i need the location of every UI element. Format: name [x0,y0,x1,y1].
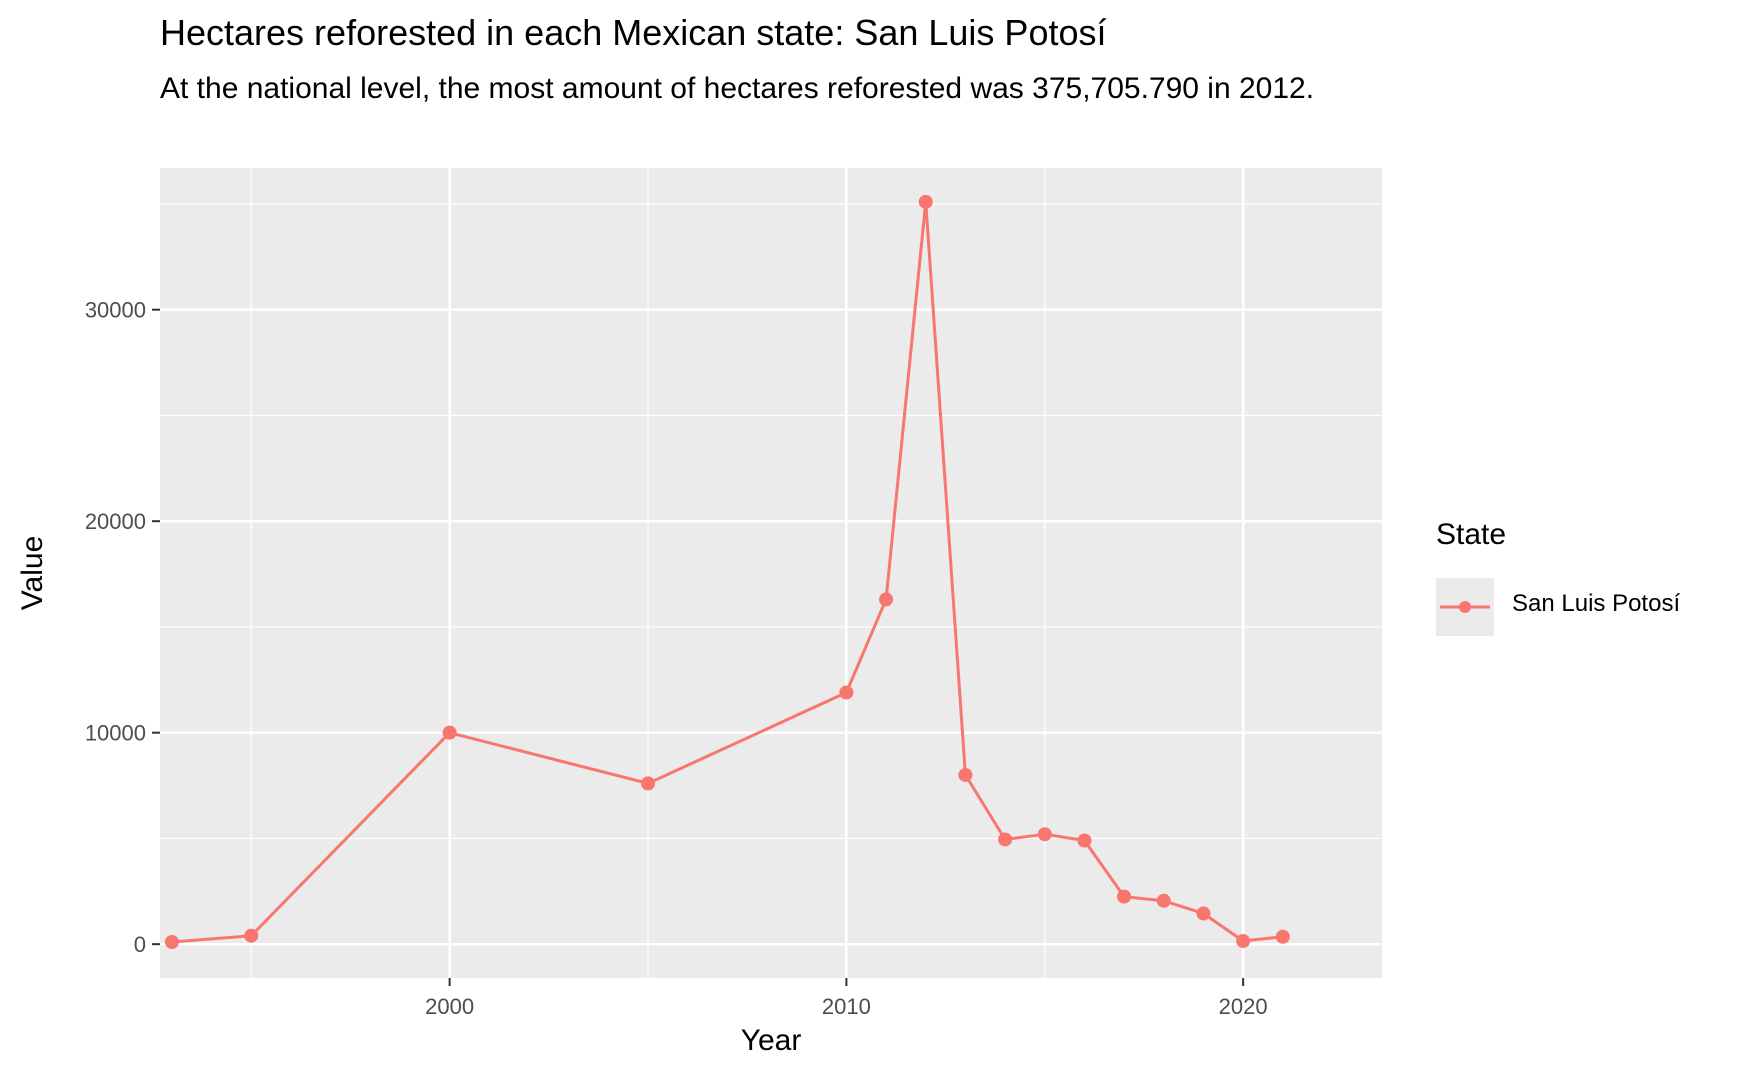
data-point [1236,933,1251,948]
series-line [171,200,1283,944]
data-point [442,725,457,740]
y-tick-label: 10000 [85,721,146,746]
data-point [998,832,1013,847]
y-tick-label: 0 [134,932,146,957]
data-point [1117,889,1132,904]
data-point [879,592,894,607]
data-point [1037,827,1052,842]
x-axis-title: Year [741,1024,802,1057]
legend-label: San Luis Potosí [1512,590,1681,617]
major-gridlines [160,168,1382,978]
data-point [1196,906,1211,921]
chart-title: Hectares reforested in each Mexican stat… [160,12,1107,53]
axes: 2000 2010 2020 0 10000 20000 30000 [85,298,1268,1019]
data-point [1275,929,1290,944]
data-point [958,767,973,782]
x-tick-label: 2000 [425,994,474,1019]
legend-key [1436,578,1494,636]
y-tick-label: 30000 [85,298,146,323]
data-point [641,776,656,791]
legend-key-glyph [1440,601,1490,613]
series-layer [164,194,1290,950]
legend-title: State [1436,518,1507,551]
minor-gridlines [160,168,1382,978]
data-point [1077,833,1092,848]
plot-panel [160,168,1382,978]
x-tick-label: 2020 [1219,994,1268,1019]
x-tick-label: 2010 [822,994,871,1019]
data-point [244,928,259,943]
data-point [164,935,179,950]
data-point [918,194,933,209]
chart-subtitle: At the national level, the most amount o… [160,72,1315,105]
y-axis-title: Value [16,536,49,611]
data-point [839,685,854,700]
y-tick-label: 20000 [85,509,146,534]
data-point [1156,893,1171,908]
